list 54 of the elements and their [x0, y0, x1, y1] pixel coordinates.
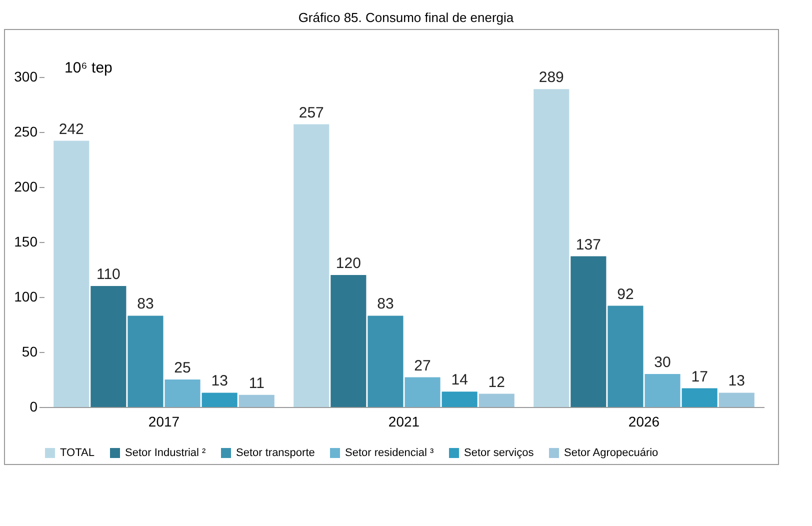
data-label: 289 — [538, 69, 564, 86]
bar — [164, 380, 200, 407]
bar — [368, 316, 404, 407]
y-tick-label: 300 — [14, 68, 38, 84]
y-tick-label: 150 — [14, 234, 38, 250]
data-label: 30 — [654, 354, 671, 371]
y-tick-label: 50 — [22, 344, 38, 360]
x-tick-label: 2021 — [388, 414, 420, 430]
data-label: 14 — [451, 372, 468, 389]
data-label: 83 — [377, 296, 394, 313]
data-label: 17 — [691, 368, 708, 386]
bar — [330, 275, 366, 407]
legend-label: TOTAL — [60, 447, 94, 459]
data-label: 11 — [248, 374, 264, 392]
legend-label: Setor Agropecuário — [564, 447, 658, 459]
bar — [478, 394, 514, 407]
bar — [202, 392, 238, 407]
y-axis-title: 10⁶ tep — [64, 60, 112, 76]
y-tick-label: 250 — [14, 124, 38, 140]
legend-label: Setor serviços — [464, 447, 534, 459]
data-label: 242 — [58, 120, 84, 138]
bar — [644, 374, 680, 407]
data-label: 27 — [414, 357, 431, 374]
legend-label: Setor transporte — [236, 447, 315, 459]
data-label: 25 — [174, 360, 191, 376]
bar — [54, 140, 90, 407]
bar — [608, 306, 644, 407]
data-label: 120 — [336, 255, 361, 272]
bar — [128, 316, 164, 407]
data-label: 12 — [488, 374, 505, 391]
legend-label: Setor Industrial ² — [125, 447, 206, 459]
legend-label: Setor residencial ³ — [345, 447, 434, 459]
x-tick-label: 2026 — [628, 414, 660, 430]
bar — [718, 392, 754, 407]
data-label: 110 — [96, 266, 120, 283]
data-label: 92 — [617, 286, 634, 303]
bar — [90, 286, 126, 407]
data-label: 257 — [298, 104, 324, 122]
data-label: 13 — [728, 372, 745, 390]
chart-title: Gráfico 85. Consumo final de energia — [297, 10, 515, 25]
bar — [534, 89, 570, 407]
bar — [442, 392, 478, 407]
y-tick-label: 0 — [30, 398, 38, 414]
data-label: 137 — [576, 236, 601, 254]
bar — [238, 394, 274, 407]
y-tick-label: 200 — [14, 178, 38, 194]
bar — [570, 256, 606, 407]
bar — [682, 388, 718, 407]
data-label: 13 — [211, 372, 228, 390]
y-tick-label: 100 — [14, 288, 38, 304]
bar — [294, 124, 330, 407]
data-label: 83 — [137, 296, 154, 313]
bar — [404, 377, 440, 407]
x-tick-label: 2017 — [148, 414, 180, 430]
